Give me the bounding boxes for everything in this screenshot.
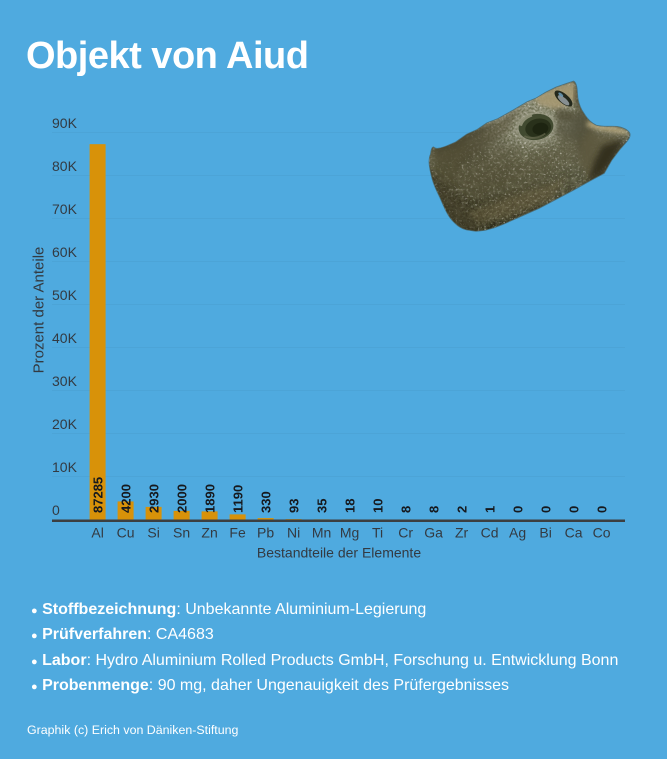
svg-text:0: 0 <box>511 506 526 513</box>
svg-text:Cd: Cd <box>481 525 499 541</box>
svg-text:30K: 30K <box>52 373 78 389</box>
svg-text:1190: 1190 <box>231 485 246 513</box>
svg-text:330: 330 <box>259 491 274 513</box>
svg-text:10K: 10K <box>52 459 78 475</box>
svg-text:1890: 1890 <box>203 484 218 513</box>
svg-text:40K: 40K <box>52 330 78 346</box>
svg-text:8: 8 <box>427 506 442 513</box>
svg-text:18: 18 <box>343 499 358 513</box>
svg-text:Si: Si <box>147 525 159 541</box>
svg-text:0: 0 <box>595 506 610 513</box>
svg-text:70K: 70K <box>52 201 78 217</box>
svg-text:Al: Al <box>91 525 103 541</box>
svg-text:Ni: Ni <box>287 525 300 541</box>
svg-text:2: 2 <box>455 506 470 513</box>
svg-text:Cr: Cr <box>398 525 413 541</box>
svg-text:1: 1 <box>483 506 498 513</box>
svg-text:0: 0 <box>539 506 554 513</box>
svg-text:Sn: Sn <box>173 525 190 541</box>
svg-text:90K: 90K <box>52 115 78 131</box>
svg-text:87285: 87285 <box>91 477 106 513</box>
svg-text:93: 93 <box>287 499 302 513</box>
svg-text:8: 8 <box>399 506 414 513</box>
svg-text:35: 35 <box>315 499 330 513</box>
svg-text:Fe: Fe <box>229 525 246 541</box>
svg-text:Ag: Ag <box>509 525 526 541</box>
svg-text:Zn: Zn <box>201 525 217 541</box>
svg-text:2000: 2000 <box>175 484 190 513</box>
svg-text:Ti: Ti <box>372 525 383 541</box>
svg-text:4200: 4200 <box>119 484 134 513</box>
svg-text:Co: Co <box>593 525 611 541</box>
svg-text:Zr: Zr <box>455 525 469 541</box>
svg-text:Pb: Pb <box>257 525 274 541</box>
svg-text:0: 0 <box>52 502 60 518</box>
svg-text:Bestandteile der Elemente: Bestandteile der Elemente <box>257 545 421 561</box>
svg-text:Mg: Mg <box>340 525 359 541</box>
svg-text:20K: 20K <box>52 416 78 432</box>
svg-text:Cu: Cu <box>117 525 135 541</box>
svg-text:80K: 80K <box>52 158 78 174</box>
svg-text:Ga: Ga <box>424 525 443 541</box>
svg-text:Prozent der Anteile: Prozent der Anteile <box>31 247 48 374</box>
svg-text:0: 0 <box>567 506 582 513</box>
svg-text:Mn: Mn <box>312 525 331 541</box>
svg-text:60K: 60K <box>52 244 78 260</box>
svg-text:Ca: Ca <box>565 525 583 541</box>
svg-text:50K: 50K <box>52 287 78 303</box>
svg-text:10: 10 <box>371 499 386 513</box>
svg-text:Bi: Bi <box>539 525 551 541</box>
svg-text:2930: 2930 <box>147 484 162 513</box>
